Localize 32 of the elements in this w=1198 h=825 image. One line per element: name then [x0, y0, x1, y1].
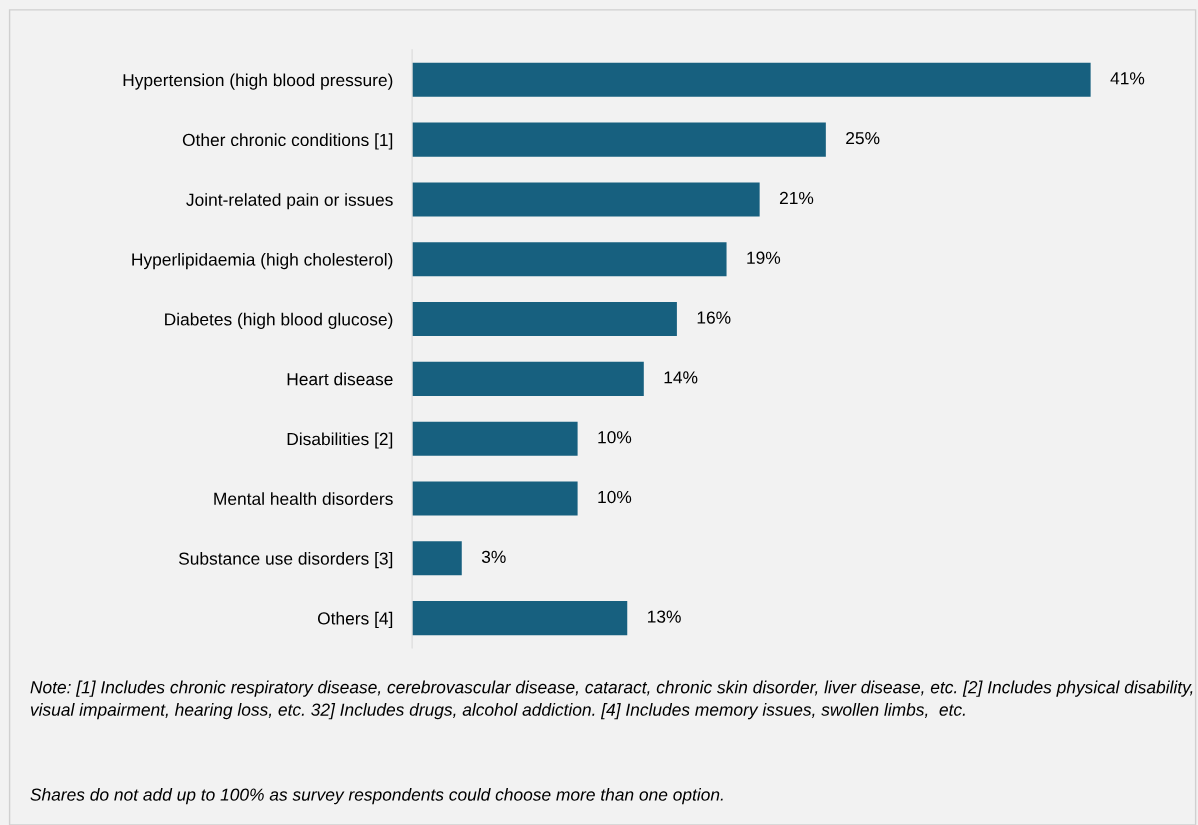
bar [412, 361, 644, 396]
y-tick-label: Joint-related pain or issues [186, 193, 393, 210]
bar [412, 481, 578, 516]
text: Shares do not add up to 100% as survey respondents could choose more than one option. [30, 788, 723, 805]
y-tick-label: Mental health disorders [214, 492, 393, 505]
y-tick-label: Diabetes (high blood glucose) [165, 312, 393, 329]
bar [412, 601, 628, 636]
bar [412, 421, 578, 456]
data-label: 19% [747, 251, 781, 264]
bar [412, 182, 760, 217]
bar [412, 302, 677, 337]
y-tick-label: Hypertension (high blood pressure) [123, 73, 393, 90]
y-tick-label: Disabilities [2] [287, 432, 393, 449]
data-label: 13% [648, 610, 681, 623]
bar [412, 62, 1091, 97]
data-label: 10% [598, 490, 632, 504]
data-label: 25% [846, 132, 880, 145]
data-label: 14% [664, 371, 698, 384]
y-tick-label: Hyperlipidaemia (high cholesterol) [132, 252, 393, 270]
bar [412, 122, 826, 157]
data-label: 16% [697, 311, 731, 324]
y-tick-label: Heart disease [287, 372, 393, 386]
text: Note: [1] Includes chronic respiratory disease, cerebrovascular disease, cataract, chronic skin disorder, liver disease, etc. [2] Includes physical disability, visual impairment, hearing loss, etc. 32] Includes drugs, alcohol addiction. [4] Includes memory issues, swollen limbs, etc. [30, 680, 1193, 720]
bar [412, 242, 727, 277]
data-label: 10% [598, 431, 632, 444]
y-tick-label: Other chronic conditions [1] [182, 133, 393, 150]
y-tick-label: Substance use disorders [3] [178, 552, 393, 569]
data-label: 3% [481, 550, 506, 563]
data-label: 21% [779, 191, 814, 205]
data-label: 41% [1110, 72, 1145, 85]
y-tick-label: Others [4] [317, 611, 393, 629]
bar [412, 541, 462, 576]
